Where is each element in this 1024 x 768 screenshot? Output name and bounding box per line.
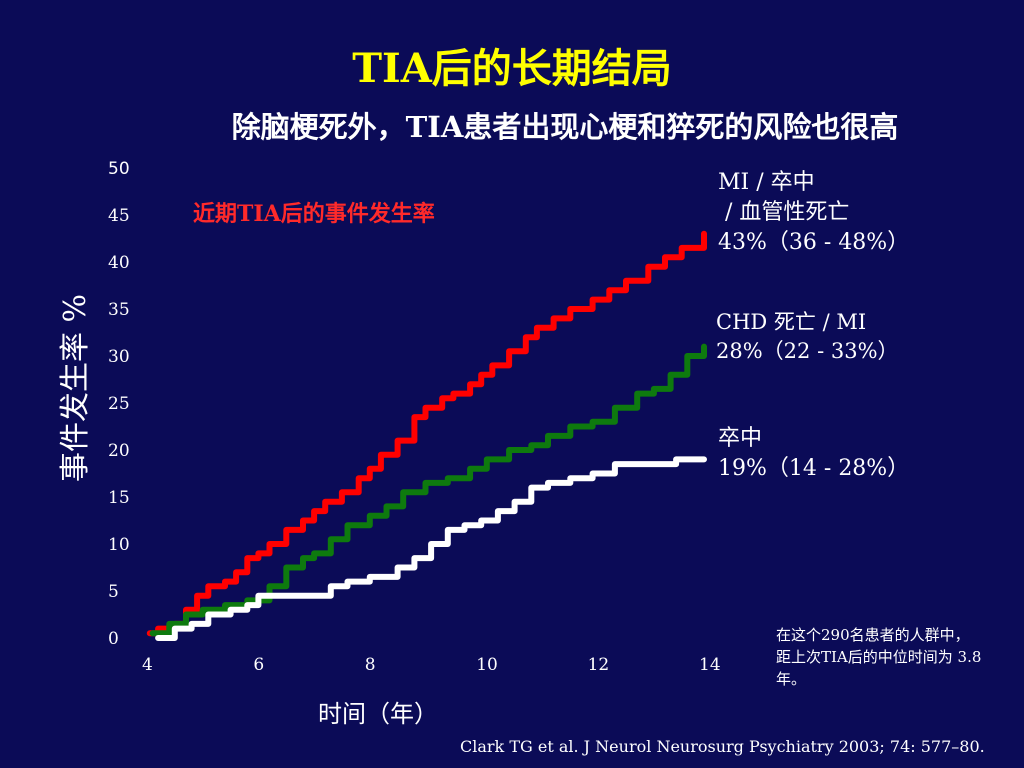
x-tick-label: 4	[142, 655, 153, 675]
y-tick-label: 25	[108, 394, 130, 414]
series-line-1	[149, 343, 707, 637]
slide-subtitle: 除脑梗死外，TIA患者出现心梗和猝死的风险也很高	[231, 110, 899, 144]
y-tick-label: 20	[108, 441, 130, 461]
legend-chd-line1: CHD 死亡 / MI	[716, 310, 867, 334]
legend-stroke-line2: 19%（14 - 28%）	[718, 456, 910, 481]
citation: Clark TG et al. J Neurol Neurosurg Psych…	[460, 737, 985, 756]
y-tick-label: 15	[108, 488, 130, 508]
legend-mi-line3: 43%（36 - 48%）	[718, 230, 910, 255]
legend-stroke-line1: 卒中	[718, 426, 763, 451]
legend-mi-line2: / 血管性死亡	[718, 200, 850, 225]
y-tick-label: 40	[108, 253, 130, 273]
x-axis-ticks: 4 6 8 10 12 14	[142, 655, 721, 675]
chart-inner-note: 近期TIA后的事件发生率	[193, 201, 435, 227]
y-tick-label: 35	[108, 300, 130, 320]
x-tick-label: 8	[365, 655, 376, 675]
y-tick-label: 45	[108, 206, 130, 226]
y-tick-label: 0	[108, 629, 119, 649]
y-tick-label: 30	[108, 347, 130, 367]
x-tick-label: 12	[588, 655, 610, 675]
legend-stroke: 卒中 19%（14 - 28%）	[718, 424, 909, 484]
y-tick-label: 5	[108, 582, 119, 602]
x-tick-label: 10	[476, 655, 498, 675]
legend-chd-line2: 28%（22 - 33%）	[716, 339, 899, 363]
x-tick-label: 14	[699, 655, 721, 675]
legend-chd-death-mi: CHD 死亡 / MI 28%（22 - 33%）	[716, 308, 899, 366]
series-lines	[146, 230, 707, 641]
legend-mi-stroke-vascular-death: MI / 卒中 / 血管性死亡 43%（36 - 48%）	[718, 168, 909, 258]
x-tick-label: 6	[253, 655, 264, 675]
series-line-2	[155, 456, 707, 641]
y-axis-label: 事件发生率 %	[58, 293, 93, 483]
slide-title: TIA后的长期结局	[352, 45, 672, 92]
series-line-0	[146, 230, 707, 637]
x-axis-label: 时间（年）	[318, 700, 438, 728]
y-tick-label: 50	[108, 159, 130, 179]
y-axis-ticks: 0 5 10 15 20 25 30 35 40 45 50	[108, 159, 130, 649]
population-footnote: 在这个290名患者的人群中， 距上次TIA后的中位时间为 3.8 年。	[776, 626, 982, 688]
y-tick-label: 10	[108, 535, 130, 555]
legend-mi-line1: MI / 卒中	[718, 170, 815, 195]
